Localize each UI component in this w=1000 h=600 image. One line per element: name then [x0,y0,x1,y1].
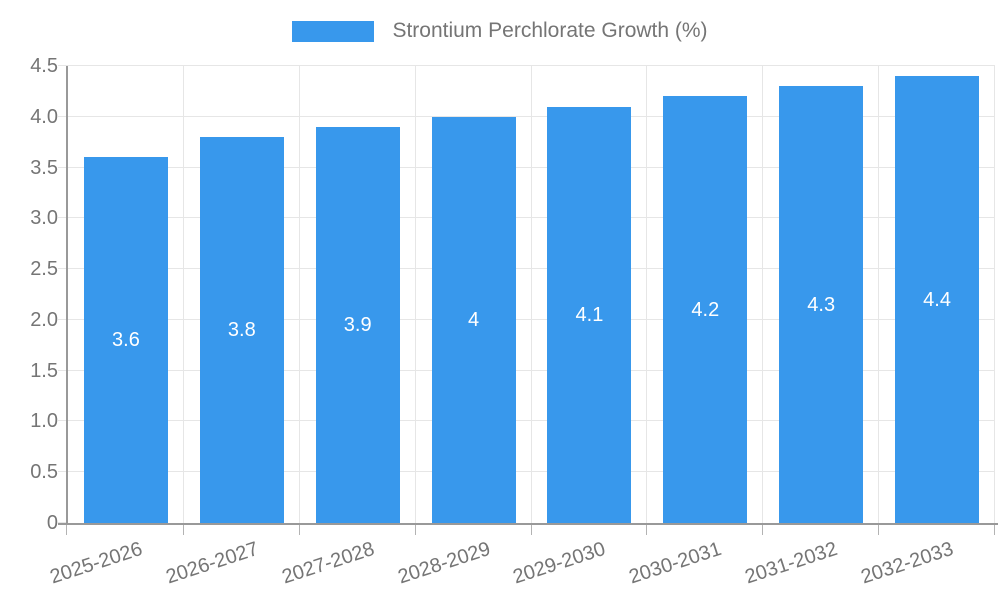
bar-value-label: 4.3 [807,293,836,316]
x-gridline [298,66,300,523]
bar [199,137,284,523]
chart-legend: Strontium Perchlorate Growth (%) [0,19,1000,43]
y-axis-tick [58,217,68,219]
y-axis-tick [58,166,68,168]
y-gridline [68,420,995,422]
y-gridline [68,217,995,219]
y-gridline [68,369,995,371]
y-axis-tick [58,115,68,117]
legend-swatch [292,20,375,42]
y-gridline [68,471,995,473]
bar-value-label: 4.1 [575,303,604,326]
x-axis-tick [182,525,184,535]
x-gridline [182,66,184,523]
bar-value-label: 4.4 [923,288,951,311]
bar-value-label: 3.9 [343,313,372,336]
y-axis-tick [58,471,68,473]
x-gridline [994,66,995,523]
y-tick-label: 4.0 [30,105,58,128]
bar-value-label: 4.2 [691,298,720,321]
bar-value-label: 4 [468,308,480,331]
y-tick-label: 3.0 [30,207,58,230]
y-axis-tick [58,420,68,422]
x-axis-tick [298,525,300,535]
y-axis-tick [58,522,68,523]
y-tick-label: 0.5 [30,461,58,484]
bar [895,76,980,523]
x-gridline [414,66,416,523]
x-gridline [878,66,880,523]
y-axis-tick [58,369,68,371]
y-gridline [68,318,995,320]
y-axis-tick [58,65,68,66]
y-gridline [68,65,995,66]
x-axis-tick [414,525,416,535]
legend-label: Strontium Perchlorate Growth (%) [392,19,708,42]
y-tick-label: 2.0 [30,308,58,331]
y-gridline [68,115,995,117]
bar [431,116,516,523]
x-axis-tick [66,525,67,535]
x-axis-tick [646,525,648,535]
y-tick-label: 2.5 [30,258,58,281]
y-axis-line [66,66,68,525]
y-tick-label: 0 [46,512,58,534]
x-gridline [646,66,648,523]
bar [83,157,168,523]
x-axis-tick [994,525,995,535]
y-gridline [68,166,995,168]
y-tick-label: 3.5 [30,156,58,179]
bar-value-label: 3.8 [227,319,256,342]
x-axis-tick [530,525,532,535]
x-gridline [530,66,532,523]
bar [315,126,400,523]
y-tick-label: 1.5 [30,359,58,382]
bar [663,96,748,523]
y-axis-tick [58,268,68,270]
x-axis-tick [878,525,880,535]
y-tick-label: 1.0 [30,410,58,433]
bar [547,106,632,523]
y-gridline [68,268,995,270]
x-axis-tick [762,525,764,535]
y-tick-label: 4.5 [30,55,58,77]
x-axis-line [58,523,998,525]
y-axis-tick [58,318,68,320]
bar [779,86,864,523]
x-gridline [762,66,764,523]
bar-value-label: 3.6 [112,329,140,352]
